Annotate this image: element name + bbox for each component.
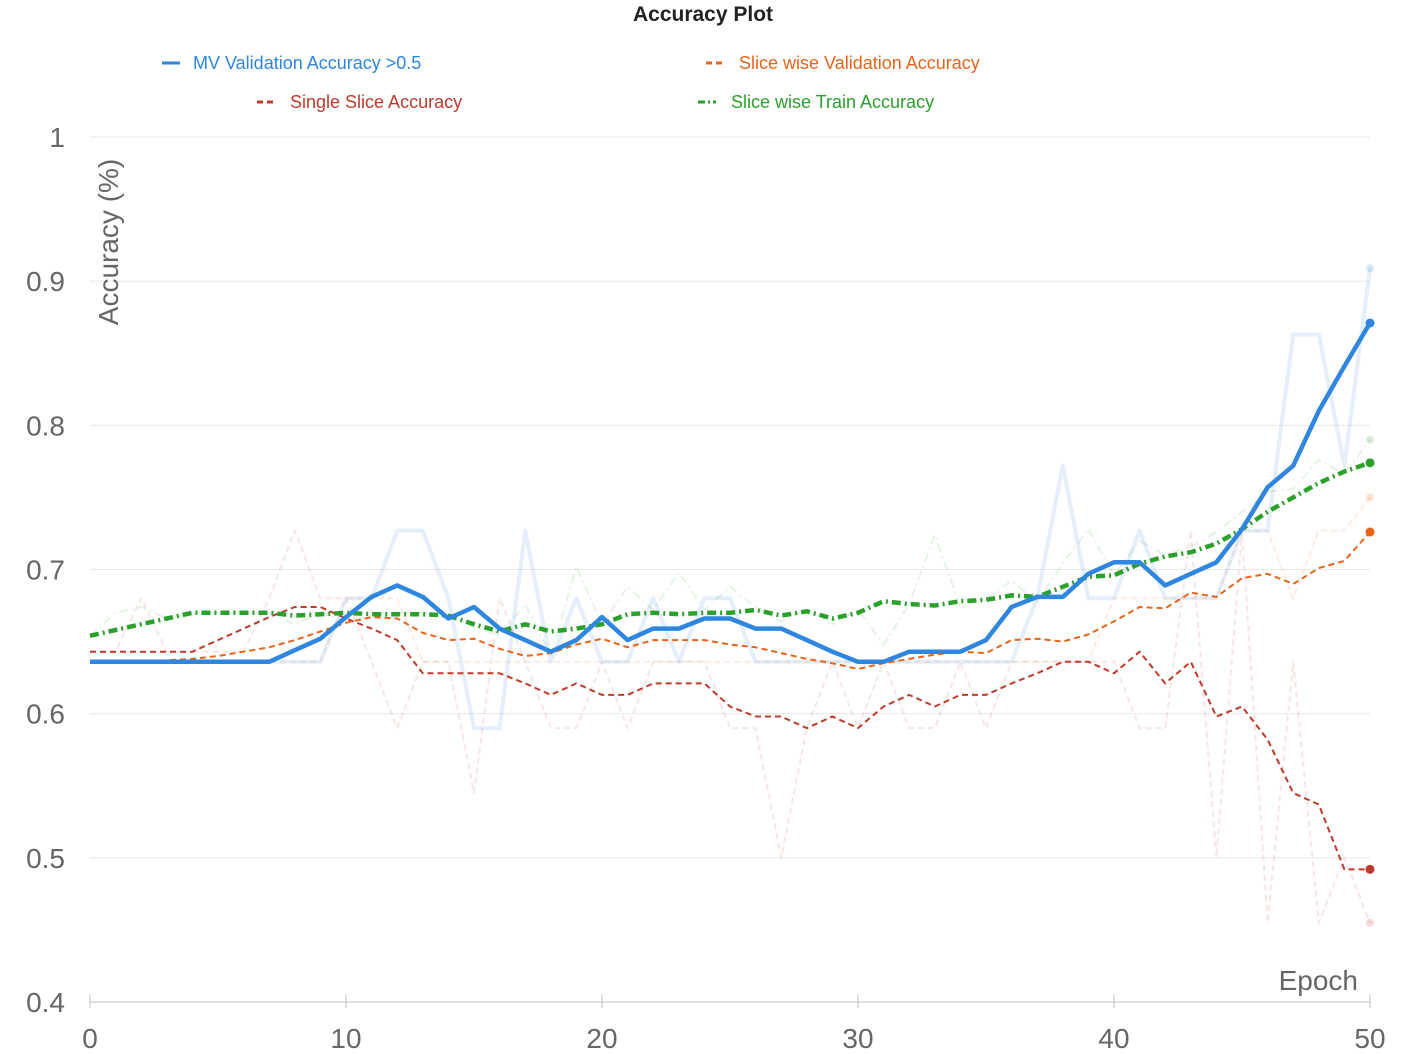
legend-label: Slice wise Validation Accuracy [739, 53, 980, 73]
y-tick-label: 0.4 [26, 987, 65, 1018]
line-series-3 [89, 460, 1371, 638]
raw-line-series-2 [90, 529, 1371, 924]
axes: 0.40.50.60.70.80.910 10 20 30 40 50 [26, 122, 1386, 1054]
line-series-0 [90, 321, 1372, 665]
raw-series-lines [89, 267, 1372, 924]
y-tick-label: 1 [49, 122, 65, 153]
end-point [1365, 318, 1375, 328]
legend-label: Slice wise Train Accuracy [731, 92, 934, 112]
legend-entry-slice-train[interactable]: Slice wise Train Accuracy [698, 92, 934, 112]
chart-title: Accuracy Plot [633, 3, 773, 26]
legend-entry-mv-validation[interactable]: MV Validation Accuracy >0.5 [162, 53, 421, 73]
end-point [1365, 458, 1375, 468]
x-tick-label: 50 [1354, 1023, 1385, 1054]
end-point [1365, 864, 1375, 874]
end-point [1365, 527, 1375, 537]
gridlines [90, 136, 1370, 859]
legend-label: MV Validation Accuracy >0.5 [193, 53, 421, 73]
raw-line-series-3 [89, 439, 1371, 657]
y-tick-label: 0.5 [26, 843, 65, 874]
x-axis-label: Epoch [1279, 965, 1358, 996]
legend-entry-single-slice[interactable]: Single Slice Accuracy [257, 92, 462, 112]
y-axis-label: Accuracy (%) [93, 159, 124, 325]
y-tick-label: 0.7 [26, 555, 65, 586]
end-points [1365, 264, 1375, 927]
legend-label: Single Slice Accuracy [290, 92, 462, 112]
y-tick-label: 0.9 [26, 266, 65, 297]
x-tick-label: 40 [1098, 1023, 1129, 1054]
smoothed-series-lines [89, 321, 1372, 871]
x-tick-label: 10 [330, 1023, 361, 1054]
x-tick-label: 0 [82, 1023, 98, 1054]
x-tick-label: 30 [842, 1023, 873, 1054]
legend: MV Validation Accuracy >0.5 Slice wise V… [162, 53, 980, 112]
y-tick-label: 0.8 [26, 410, 65, 441]
x-tick-label: 20 [586, 1023, 617, 1054]
y-tick-label: 0.6 [26, 699, 65, 730]
raw-end-point [1366, 493, 1374, 502]
line-series-2 [90, 606, 1370, 871]
line-series-1 [90, 531, 1371, 670]
raw-end-point [1366, 918, 1374, 927]
raw-end-point [1366, 435, 1374, 444]
raw-end-point [1366, 264, 1374, 273]
legend-entry-slice-validation[interactable]: Slice wise Validation Accuracy [706, 53, 980, 73]
raw-line-series-1 [90, 496, 1371, 663]
raw-line-series-0 [90, 267, 1372, 731]
